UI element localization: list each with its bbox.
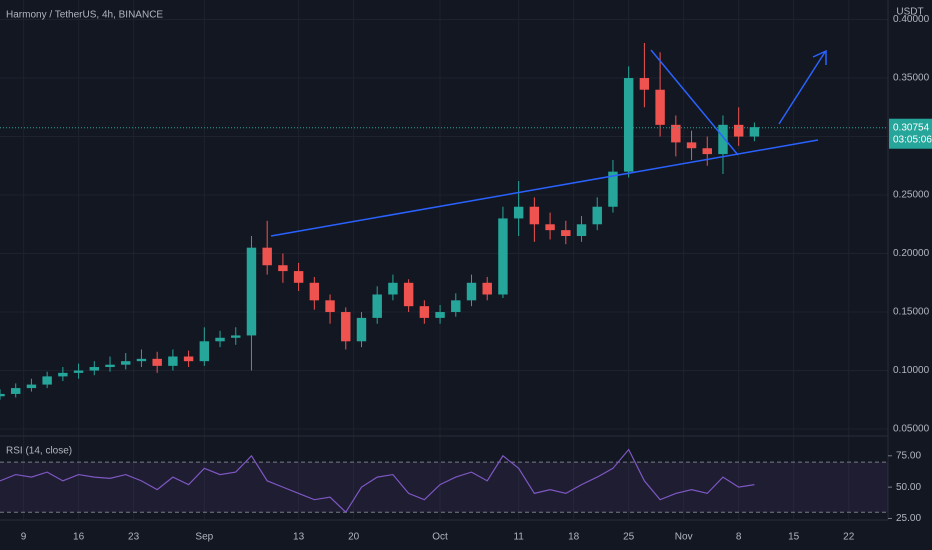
x-tick-label: Nov	[675, 532, 693, 543]
y-tick-label: 0.15000	[893, 307, 930, 318]
candle-body	[733, 124, 744, 137]
candle-body	[309, 282, 320, 301]
rsi-tick-label: 75.00	[896, 450, 921, 461]
candle-body	[262, 247, 272, 266]
x-tick-label: 11	[513, 532, 524, 543]
y-tick-label: 0.25000	[893, 190, 930, 201]
candle-body	[121, 361, 131, 365]
x-tick-label: 25	[623, 532, 635, 543]
y-tick-label: 0.10000	[893, 365, 930, 376]
rsi-tick-label: 25.00	[896, 513, 921, 524]
x-tick-label: 13	[293, 532, 305, 543]
chart-title: Harmony / TetherUS, 4h, BINANCE	[6, 10, 163, 21]
candle-body	[498, 218, 508, 295]
candle-body	[576, 224, 587, 236]
x-tick-label: 15	[788, 532, 800, 543]
candle-body	[325, 300, 335, 313]
candle-body	[372, 294, 382, 318]
candle-body	[639, 78, 650, 90]
candle-body	[136, 358, 147, 362]
candle-body	[215, 337, 225, 342]
candle-body	[246, 247, 257, 336]
trendline	[650, 49, 739, 156]
last-price-label: 0.30754	[893, 122, 930, 133]
x-tick-label: 9	[21, 532, 27, 543]
unit-label: USDT	[896, 7, 923, 18]
candle-body	[718, 124, 728, 155]
candle-body	[435, 312, 445, 318]
y-tick-label: 0.40000	[893, 14, 930, 25]
candle-body	[592, 206, 602, 225]
candle-body	[749, 127, 760, 137]
candle-body	[655, 89, 665, 125]
x-tick-label: 23	[128, 532, 140, 543]
candle-body	[451, 300, 461, 313]
candle-body	[89, 367, 100, 371]
candle-body	[702, 148, 712, 155]
candle-body	[341, 312, 351, 342]
candle-body	[403, 282, 414, 307]
candle-body	[105, 364, 115, 368]
candle-body	[278, 265, 288, 272]
x-tick-label: 8	[736, 532, 742, 543]
candle-body	[73, 370, 84, 373]
candle-body	[419, 306, 430, 318]
candle-body	[11, 388, 21, 394]
rsi-band	[0, 462, 888, 513]
candle-body	[26, 384, 37, 389]
candle-body	[561, 230, 571, 236]
candle-body	[58, 372, 68, 377]
candle-body	[0, 393, 5, 397]
candle-body	[199, 341, 210, 362]
x-tick-label: 16	[73, 532, 85, 543]
candle-body	[671, 124, 681, 143]
y-tick-label: 0.20000	[893, 248, 930, 259]
trendline	[270, 139, 819, 237]
rsi-tick-label: 50.00	[896, 482, 921, 493]
candle-body	[231, 335, 241, 338]
y-tick-label: 0.35000	[893, 73, 930, 84]
candle-body	[686, 142, 697, 149]
candle-body	[608, 171, 618, 207]
candle-body	[529, 206, 540, 225]
x-tick-label: Sep	[195, 532, 213, 543]
rsi-title: RSI (14, close)	[6, 446, 72, 457]
candle-body	[183, 356, 194, 362]
marks	[0, 42, 760, 400]
candle-body	[388, 282, 398, 295]
x-tick-label: Oct	[432, 532, 448, 543]
x-tick-label: 22	[843, 532, 855, 543]
candle-body	[168, 356, 178, 366]
candle-body	[623, 78, 634, 172]
y-tick-label: 0.05000	[893, 424, 930, 435]
candle-body	[356, 317, 367, 342]
x-tick-label: 20	[348, 532, 360, 543]
candle-body	[482, 282, 492, 295]
x-tick-label: 18	[568, 532, 580, 543]
arrow-head	[812, 49, 827, 65]
rsi-line	[0, 448, 755, 514]
candle-body	[293, 271, 304, 283]
candle-body	[466, 282, 477, 301]
countdown-label: 03:05:06	[893, 134, 932, 145]
candle-body	[545, 224, 555, 231]
candle-body	[42, 376, 52, 385]
candle-body	[513, 206, 524, 219]
arrow	[778, 51, 826, 125]
last-price-box	[889, 118, 932, 149]
candle-body	[152, 358, 162, 366]
